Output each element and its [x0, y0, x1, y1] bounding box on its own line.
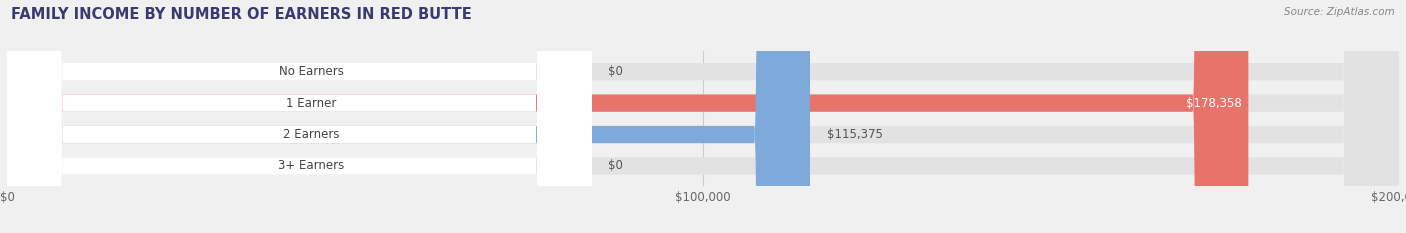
Text: $0: $0	[609, 159, 623, 172]
Text: 3+ Earners: 3+ Earners	[278, 159, 344, 172]
Text: 2 Earners: 2 Earners	[283, 128, 339, 141]
Text: Source: ZipAtlas.com: Source: ZipAtlas.com	[1284, 7, 1395, 17]
FancyBboxPatch shape	[7, 0, 1249, 233]
FancyBboxPatch shape	[7, 0, 1399, 233]
Text: $0: $0	[609, 65, 623, 78]
Text: FAMILY INCOME BY NUMBER OF EARNERS IN RED BUTTE: FAMILY INCOME BY NUMBER OF EARNERS IN RE…	[11, 7, 472, 22]
FancyBboxPatch shape	[7, 0, 592, 233]
FancyBboxPatch shape	[7, 0, 1399, 233]
Text: No Earners: No Earners	[278, 65, 343, 78]
Text: $115,375: $115,375	[827, 128, 883, 141]
FancyBboxPatch shape	[7, 0, 1399, 233]
FancyBboxPatch shape	[7, 0, 592, 233]
FancyBboxPatch shape	[7, 0, 1399, 233]
Text: 1 Earner: 1 Earner	[285, 97, 336, 110]
FancyBboxPatch shape	[7, 0, 592, 233]
Text: $178,358: $178,358	[1185, 97, 1241, 110]
FancyBboxPatch shape	[7, 0, 592, 233]
FancyBboxPatch shape	[7, 0, 810, 233]
